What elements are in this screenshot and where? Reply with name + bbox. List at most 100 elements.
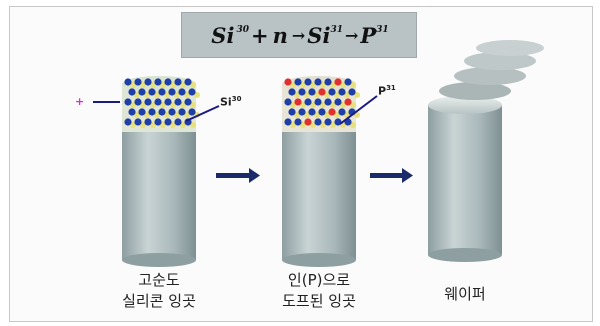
bond-dot	[300, 102, 306, 108]
bond-dot	[130, 102, 136, 108]
bond-dot	[160, 102, 166, 108]
bond-dot	[290, 122, 296, 128]
bond-dot	[134, 112, 140, 118]
silicon-atom	[148, 88, 156, 96]
silicon-atom	[128, 88, 136, 96]
wafer-disc-2	[454, 67, 526, 85]
bond-dot	[174, 112, 180, 118]
silicon-atom	[124, 98, 132, 106]
bond-dot	[300, 82, 306, 88]
bond-dot	[324, 92, 330, 98]
silicon-atom	[298, 88, 306, 96]
phosphorus-atom	[304, 118, 312, 126]
silicon-atom	[154, 118, 162, 126]
wafer-disc-3	[464, 52, 536, 70]
bond-dot	[164, 92, 170, 98]
silicon-atom	[284, 98, 292, 106]
bond-dot	[290, 102, 296, 108]
silicon-atom	[334, 118, 342, 126]
silicon-atom	[284, 118, 292, 126]
bond-dot	[170, 82, 176, 88]
bond-dot	[140, 82, 146, 88]
silicon-atom	[174, 78, 182, 86]
bond-dot	[130, 122, 136, 128]
eq-si: Si	[211, 22, 235, 48]
silicon-atom	[158, 88, 166, 96]
silicon-atom	[134, 78, 142, 86]
silicon-atom	[188, 88, 196, 96]
silicon-atom	[314, 78, 322, 86]
bond-dot	[144, 112, 150, 118]
bond-dot	[350, 122, 356, 128]
bond-dot	[350, 102, 356, 108]
silicon-atom	[124, 78, 132, 86]
eq-arrow-2: →	[344, 25, 359, 45]
phosphorus-atom	[284, 78, 292, 86]
bond-dot	[170, 122, 176, 128]
bond-dot	[130, 82, 136, 88]
silicon-atom	[164, 118, 172, 126]
silicon-atom	[308, 88, 316, 96]
eq-p-mass: 31	[376, 25, 389, 35]
bond-dot	[350, 82, 356, 88]
wafer-stack	[428, 40, 544, 262]
silicon-atom	[288, 108, 296, 116]
bond-dot	[150, 82, 156, 88]
phosphorus-atom	[344, 98, 352, 106]
bond-dot	[330, 122, 336, 128]
silicon-atom	[128, 108, 136, 116]
silicon-atom	[184, 98, 192, 106]
silicon-atom	[188, 108, 196, 116]
neutron-icon: +	[75, 95, 85, 108]
silicon-atom	[134, 118, 142, 126]
silicon-atom	[298, 108, 306, 116]
bond-dot	[340, 82, 346, 88]
silicon-atom	[294, 118, 302, 126]
eq-p: P	[360, 22, 377, 48]
si-pointer-line	[185, 105, 220, 122]
bond-dot	[304, 112, 310, 118]
silicon-atom	[168, 108, 176, 116]
silicon-atom	[314, 118, 322, 126]
phosphorus-atom	[318, 88, 326, 96]
phosphorus-atom	[328, 108, 336, 116]
silicon-atom	[178, 88, 186, 96]
silicon-atom	[138, 88, 146, 96]
silicon-atom	[164, 98, 172, 106]
ingot-1-silicon	[122, 76, 200, 267]
wafer-disc-4	[476, 40, 544, 56]
silicon-atom	[328, 88, 336, 96]
bond-dot	[190, 82, 196, 88]
bond-dot	[164, 112, 170, 118]
silicon-atom	[178, 108, 186, 116]
bond-dot	[180, 122, 186, 128]
silicon-atom	[154, 98, 162, 106]
p-pointer-line	[339, 95, 378, 125]
bond-dot	[344, 92, 350, 98]
silicon-atom	[168, 88, 176, 96]
eq-plus: +	[250, 22, 269, 48]
silicon-atom	[124, 118, 132, 126]
bond-dot	[134, 92, 140, 98]
silicon-atom	[324, 118, 332, 126]
bond-dot	[304, 92, 310, 98]
silicon-atom	[324, 98, 332, 106]
ingot-1-caption: 고순도 실리콘 잉곳	[122, 271, 196, 310]
bond-dot	[310, 122, 316, 128]
silicon-atom	[318, 108, 326, 116]
bond-dot	[334, 92, 340, 98]
bond-dot	[140, 122, 146, 128]
bond-dot	[154, 112, 160, 118]
silicon-atom	[144, 78, 152, 86]
eq-si2: Si	[307, 22, 331, 48]
silicon-atom	[304, 78, 312, 86]
silicon-atom	[144, 98, 152, 106]
silicon-atom	[174, 98, 182, 106]
eq-neutron: n	[272, 22, 288, 48]
silicon-atom	[304, 98, 312, 106]
bond-dot	[170, 102, 176, 108]
eq-si2-mass: 31	[330, 25, 343, 35]
bond-dot	[174, 92, 180, 98]
bond-dot	[190, 102, 196, 108]
